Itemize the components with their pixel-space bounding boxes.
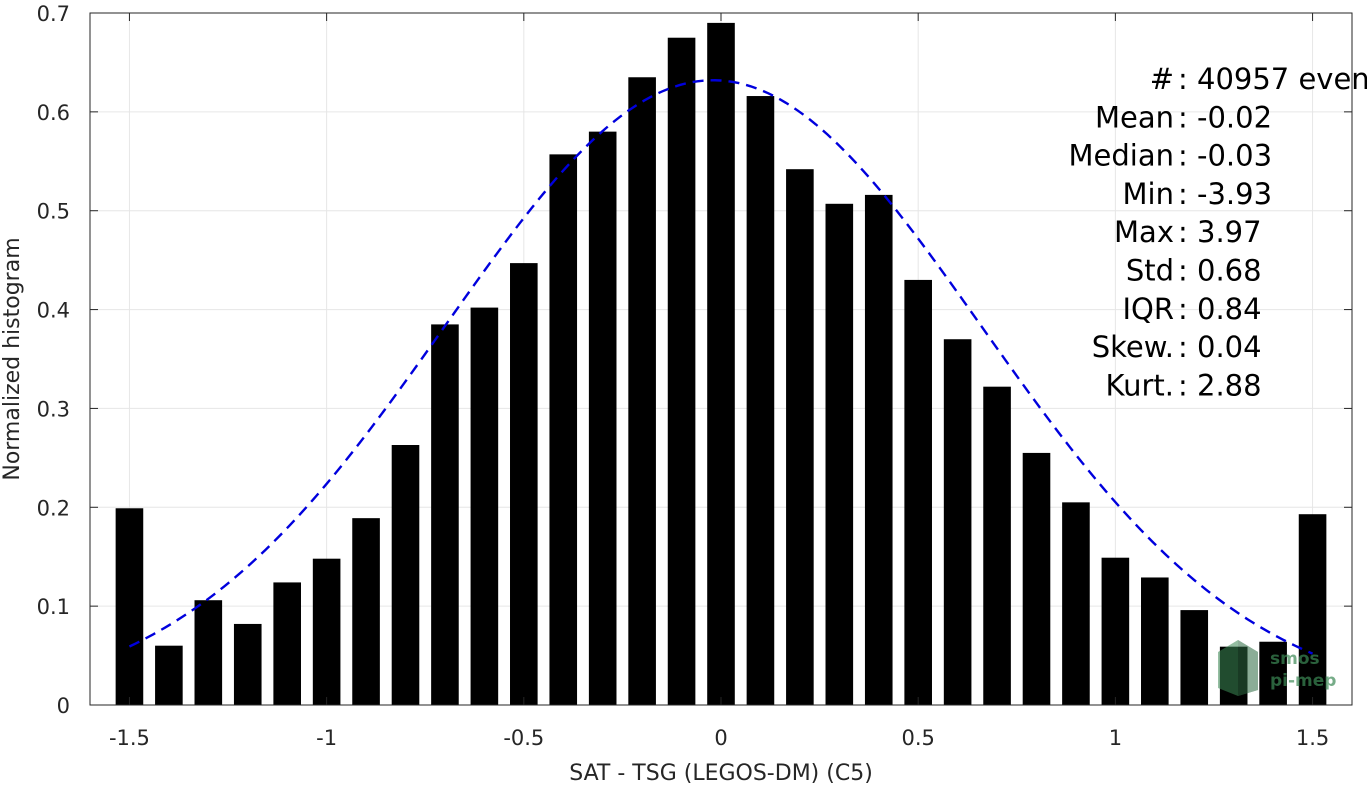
y-tick-label: 0.4 (37, 299, 70, 323)
stat-value: : 40957 events (1178, 62, 1367, 96)
gaussian-fit-curve (128, 79, 1314, 655)
stat-value: : 3.97 (1178, 215, 1262, 249)
histogram-bar (273, 582, 301, 705)
y-tick-label: 0.3 (37, 397, 70, 421)
logo-mark-icon (1218, 640, 1258, 696)
y-tick-label: 0.6 (37, 101, 70, 125)
stat-label: Mean (1095, 100, 1174, 134)
x-tick-label: -1 (316, 726, 337, 750)
stat-value: : 0.68 (1178, 254, 1262, 288)
histogram-bar (864, 194, 893, 705)
histogram-bar (746, 96, 775, 706)
bars (115, 22, 1327, 706)
histogram-bar (431, 324, 459, 705)
logo-line1: smos (1270, 649, 1320, 669)
x-tick-label: 1.5 (1296, 726, 1329, 750)
y-tick-label: 0.2 (37, 496, 70, 520)
x-axis-ticks: -1.5 -1 -0.5 0 0.5 1 1.5 (109, 13, 1329, 750)
stat-annotation: IQR : 0.84 (1122, 292, 1261, 326)
stat-annotation: Max : 3.97 (1114, 215, 1262, 249)
stat-label: # (1150, 62, 1174, 96)
logo-line2: pi-mep (1270, 671, 1336, 691)
y-tick-label: 0 (57, 694, 70, 718)
histogram-bar (312, 558, 341, 705)
histogram-bar (1022, 452, 1051, 705)
stat-annotation: Median : -0.03 (1069, 139, 1273, 173)
histogram-bar (1259, 641, 1287, 705)
x-tick-label: 1 (1109, 726, 1122, 750)
histogram-bar (1298, 514, 1327, 705)
stat-annotation: # : 40957 events (1150, 62, 1367, 96)
y-tick-label: 0.5 (37, 200, 70, 224)
y-tick-label: 0.7 (37, 2, 70, 26)
histogram-bar (549, 154, 578, 705)
histogram-bar (667, 37, 696, 705)
stat-label: Median (1069, 139, 1174, 173)
histogram-bar (233, 623, 262, 705)
histogram-bar (904, 279, 932, 705)
stat-value: : 2.88 (1178, 368, 1262, 402)
y-axis-label: Normalized histogram (0, 237, 25, 480)
stat-value: : -0.03 (1178, 139, 1272, 173)
stat-annotation: Kurt. : 2.88 (1106, 368, 1262, 402)
x-tick-label: 0.5 (901, 726, 934, 750)
histogram-bar (391, 445, 420, 705)
stat-value: : 0.04 (1178, 330, 1262, 364)
stat-annotation: Std : 0.68 (1126, 254, 1262, 288)
histogram-bar (1101, 557, 1130, 705)
histogram-bar (983, 386, 1011, 705)
histogram-bar (115, 508, 144, 705)
stat-label: Skew. (1092, 330, 1174, 364)
histogram-bar (1062, 502, 1090, 705)
x-tick-label: 0 (714, 726, 727, 750)
stat-annotation: Min : -3.93 (1123, 177, 1273, 211)
histogram-bar (707, 22, 735, 705)
x-tick-label: -0.5 (503, 726, 544, 750)
histogram-bar (470, 307, 499, 705)
x-axis-label: SAT - TSG (LEGOS-DM) (C5) (569, 761, 873, 785)
histogram-bar (786, 169, 814, 706)
y-tick-label: 0.1 (37, 595, 70, 619)
stat-label: IQR (1122, 292, 1174, 326)
y-axis-ticks: 0 0.1 0.2 0.3 0.4 0.5 0.6 0.7 (37, 2, 1352, 718)
stat-label: Min (1123, 177, 1174, 211)
stat-annotation: Skew. : 0.04 (1092, 330, 1262, 364)
stat-value: : -0.02 (1178, 100, 1272, 134)
histogram-bar (352, 518, 380, 705)
stat-label: Std (1126, 254, 1174, 288)
stat-value: : 0.84 (1178, 292, 1262, 326)
histogram-bar (510, 263, 538, 705)
histogram-bar (194, 600, 223, 705)
histogram-bar (1141, 577, 1169, 705)
histogram-bar (825, 203, 854, 705)
histogram-bar (155, 645, 183, 705)
histogram-bar (1180, 610, 1209, 705)
stat-label: Kurt. (1106, 368, 1174, 402)
histogram-bar (628, 77, 656, 705)
histogram-bar (943, 339, 972, 705)
x-tick-label: -1.5 (109, 726, 150, 750)
smos-pimep-logo: smos pi-mep (1218, 640, 1336, 696)
histogram-bar (588, 131, 617, 706)
stat-label: Max (1114, 215, 1174, 249)
stat-value: : -3.93 (1178, 177, 1272, 211)
stat-annotation: Mean : -0.02 (1095, 100, 1272, 134)
